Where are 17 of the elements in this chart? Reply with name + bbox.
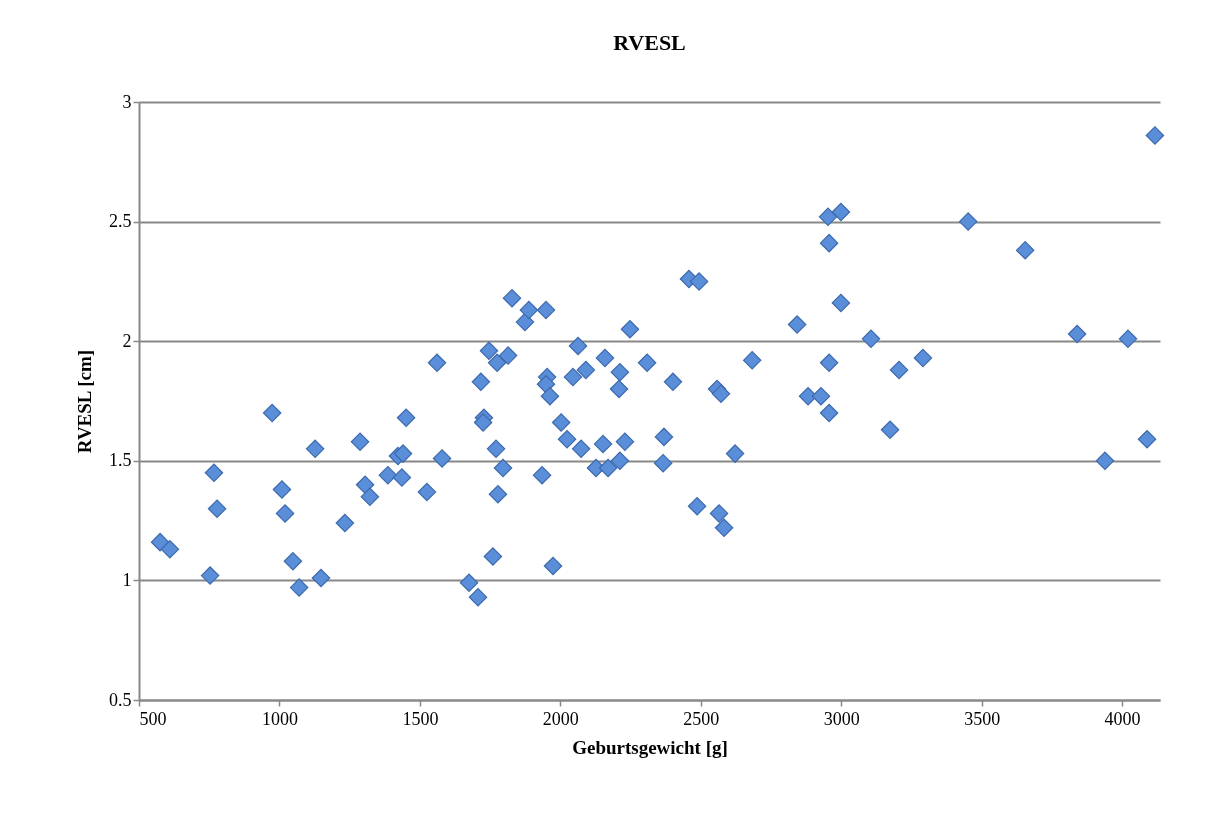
x-tick-label: 1500 — [402, 708, 439, 729]
y-axis-title: RVESL [cm] — [74, 349, 95, 454]
y-tick-label: 1.5 — [109, 450, 132, 471]
y-tick-label: 1 — [122, 569, 132, 590]
x-tick-label: 4000 — [1104, 708, 1141, 729]
x-tick-label: 3000 — [823, 708, 860, 729]
x-tick-label: 500 — [139, 708, 167, 729]
x-tick-label: 3500 — [964, 708, 1001, 729]
x-tick-label: 2500 — [683, 708, 720, 729]
x-axis-title: Geburtsgewicht [g] — [572, 736, 728, 758]
y-tick-label: 2 — [122, 330, 132, 351]
y-tick-label: 2.5 — [109, 211, 132, 232]
x-tick-label: 2000 — [542, 708, 579, 729]
chart-title: RVESL — [613, 30, 686, 55]
x-tick-label: 1000 — [261, 708, 298, 729]
y-tick-label: 3 — [122, 91, 132, 112]
y-tick-label: 0.5 — [109, 689, 132, 710]
